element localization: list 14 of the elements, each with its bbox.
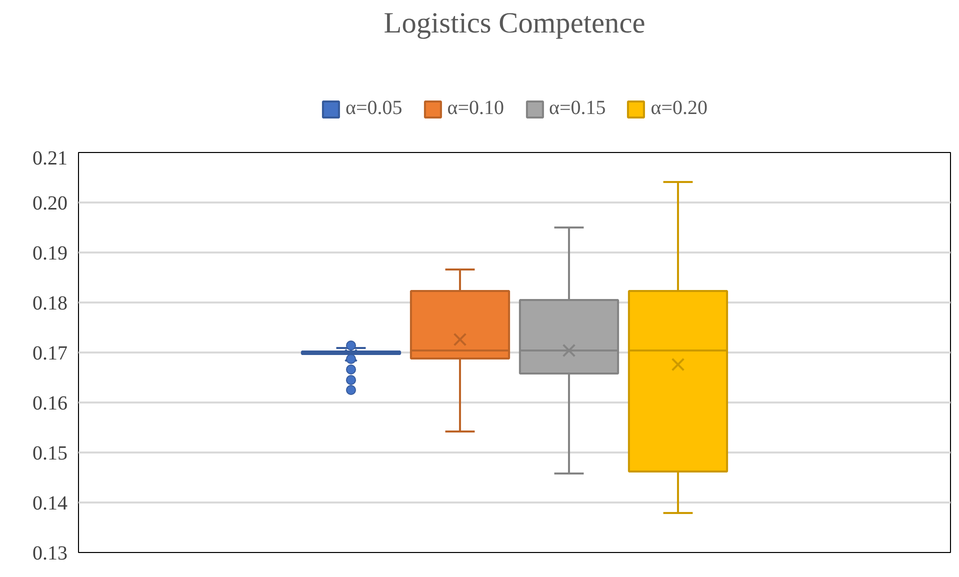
y-tick-label: 0.18	[32, 292, 68, 314]
y-tick-label: 0.21	[32, 148, 68, 170]
y-tick-label: 0.15	[32, 442, 68, 464]
legend-label: α=0.10	[447, 97, 504, 120]
y-tick-label: 0.13	[32, 542, 68, 564]
y-tick-label: 0.20	[32, 192, 68, 214]
legend-label: α=0.05	[345, 97, 402, 120]
legend-label: α=0.20	[650, 97, 708, 120]
y-tick-label: 0.19	[32, 242, 68, 264]
legend-label: α=0.15	[549, 97, 606, 120]
y-tick-label: 0.17	[32, 342, 68, 364]
y-tick-label: 0.14	[32, 492, 68, 514]
y-tick-label: 0.16	[32, 392, 68, 414]
chart-title: Logistics Competence	[384, 8, 646, 40]
